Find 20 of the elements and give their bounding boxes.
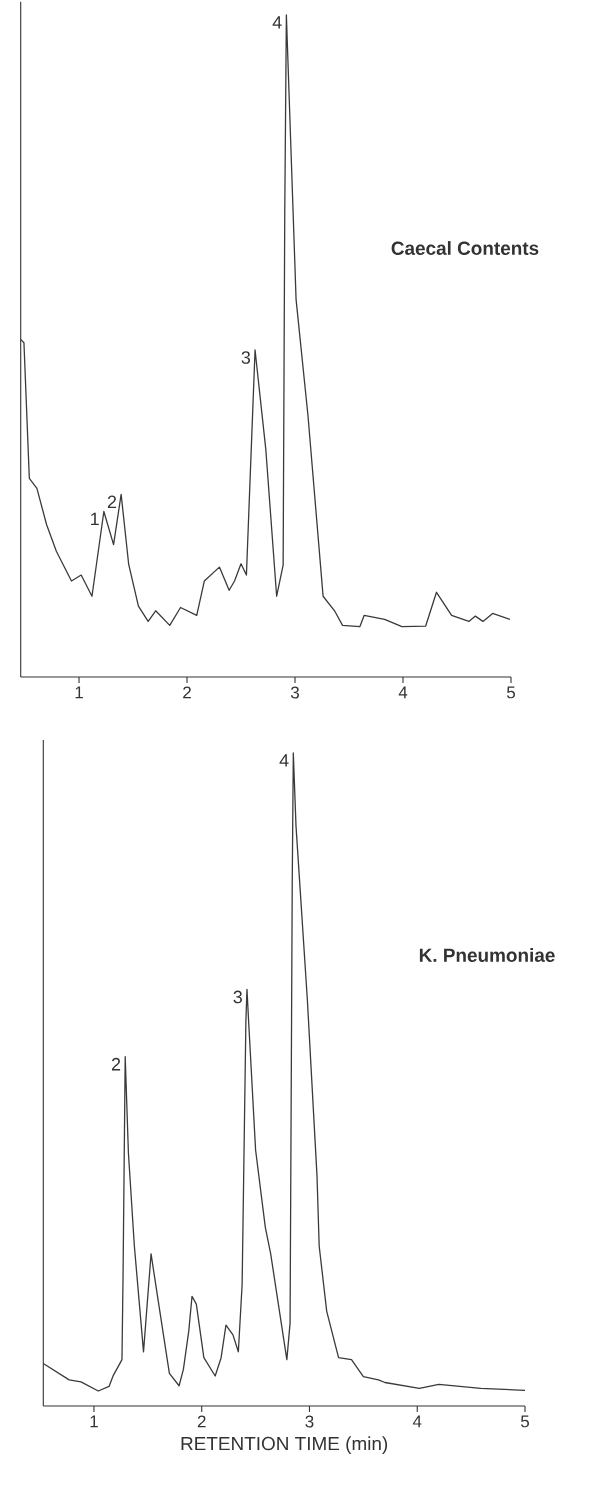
x-tick-label: 3 [290, 686, 299, 699]
annotation: 2 [111, 1057, 121, 1071]
x-tick-label: 4 [398, 686, 408, 699]
x-tick-label: 5 [520, 1415, 529, 1428]
x-tick-label: 1 [75, 686, 83, 699]
x-tick-label: 5 [506, 686, 515, 699]
annotation: 1 [91, 512, 99, 526]
annotation: 4 [272, 16, 282, 29]
x-axis-title: RETENTION TIME (min) [181, 1436, 388, 1455]
x-tick-label: 1 [90, 1415, 98, 1428]
text: Caecal Contents [391, 241, 539, 255]
x-tick-label: 4 [412, 1415, 422, 1428]
annotation: 3 [233, 990, 242, 1004]
x-tick-label: 3 [305, 1415, 314, 1428]
x-tick-label: 2 [183, 686, 191, 699]
annotation: 4 [279, 754, 289, 767]
annotation: 2 [107, 495, 117, 509]
annotation: 3 [241, 351, 251, 364]
text: K. Pneumoniae [419, 948, 555, 962]
x-tick-label: 2 [197, 1415, 206, 1428]
